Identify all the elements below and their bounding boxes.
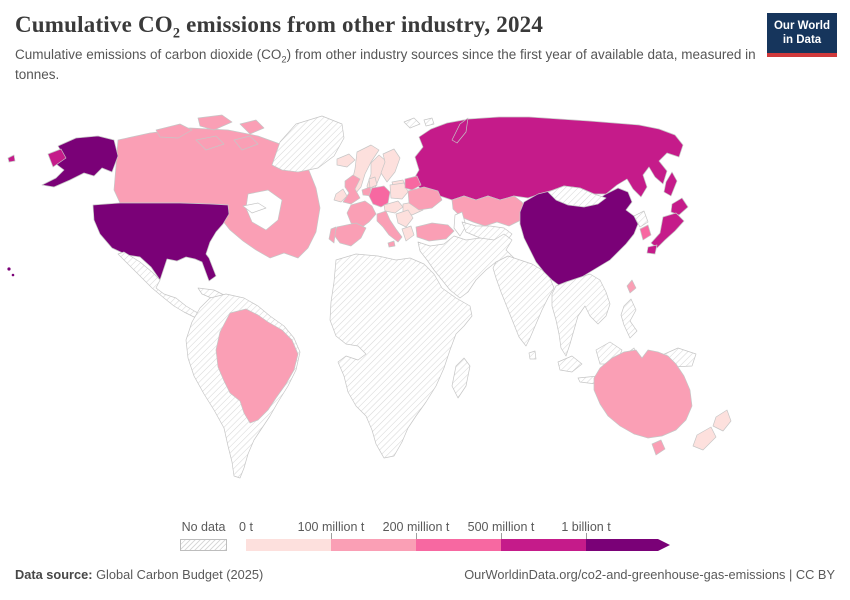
country-japan-hokkaido[interactable] (670, 197, 689, 216)
country-italy-sicily[interactable] (387, 240, 396, 248)
chart-subtitle: Cumulative emissions of carbon dioxide (… (15, 47, 756, 83)
country-greenland[interactable] (271, 115, 345, 173)
country-russia-sakhalin[interactable] (663, 171, 678, 197)
country-north-korea[interactable] (633, 210, 649, 228)
owid-link[interactable]: OurWorldinData.org/co2-and-greenhouse-ga… (464, 567, 835, 582)
country-canada-arctic-3[interactable] (239, 119, 265, 135)
data-source: Data source: Global Carbon Budget (2025) (15, 567, 263, 582)
country-russia-novaya-zemlya[interactable] (451, 117, 469, 144)
legend-bin-3[interactable] (501, 539, 586, 551)
country-portugal[interactable] (328, 226, 337, 244)
legend-tick-label-0: 0 t (239, 520, 253, 534)
country-japan-kyushu[interactable] (646, 244, 658, 255)
hudson-bay (245, 189, 283, 231)
page-title: Cumulative CO2 emissions from other indu… (15, 12, 544, 42)
country-ireland[interactable] (333, 188, 348, 203)
country-united-kingdom[interactable] (342, 174, 361, 205)
region-czech-austria[interactable] (383, 200, 404, 214)
country-spain[interactable] (333, 222, 367, 247)
country-south-korea[interactable] (639, 224, 652, 241)
country-philippines[interactable] (620, 298, 638, 339)
country-ukraine[interactable] (407, 186, 443, 211)
country-madagascar[interactable] (451, 357, 471, 399)
country-denmark[interactable] (368, 176, 378, 189)
legend-no-data-label: No data (181, 520, 226, 534)
legend-color-bar (246, 539, 670, 551)
owid-logo-line1: Our World (773, 20, 830, 32)
country-greece[interactable] (401, 225, 415, 242)
country-turkey[interactable] (415, 222, 455, 242)
region-southeast-asia[interactable] (551, 273, 611, 357)
legend-tick-label-1: 100 million t (297, 520, 365, 534)
legend-tick-label-3: 500 million t (467, 520, 535, 534)
island-sumatra[interactable] (557, 355, 583, 373)
country-canada-arctic-1[interactable] (155, 123, 193, 139)
country-canada-arctic-2[interactable] (197, 114, 233, 131)
legend-tick (331, 533, 332, 539)
legend-tick-label-2: 200 million t (382, 520, 450, 534)
country-finland[interactable] (380, 148, 401, 183)
legend-tick-label-4: 1 billion t (561, 520, 611, 534)
country-iceland[interactable] (336, 153, 356, 168)
region-africa[interactable] (329, 253, 473, 459)
country-taiwan[interactable] (626, 279, 637, 294)
owid-logo[interactable]: Our World in Data (767, 13, 837, 57)
country-usa[interactable] (92, 202, 230, 282)
country-sri-lanka[interactable] (528, 350, 537, 360)
world-map (0, 110, 850, 510)
country-russia-chukotka[interactable] (47, 148, 67, 168)
region-balkans[interactable] (395, 209, 414, 228)
chart-footer: Data source: Global Carbon Budget (2025)… (15, 567, 835, 582)
country-usa-hawaii-2[interactable] (11, 273, 15, 277)
country-japan-honshu[interactable] (650, 212, 685, 249)
data-source-value[interactable]: Global Carbon Budget (2025) (92, 567, 264, 582)
country-italy[interactable] (376, 210, 403, 243)
caspian-sea (453, 211, 467, 237)
legend-tick (501, 533, 502, 539)
country-australia-tasmania[interactable] (651, 439, 666, 456)
legend-bin-0[interactable] (246, 539, 331, 551)
country-russia[interactable] (411, 116, 684, 201)
country-australia[interactable] (593, 349, 693, 439)
country-canada-arctic-5[interactable] (233, 135, 259, 151)
country-brazil[interactable] (215, 308, 299, 424)
owid-logo-line2: in Data (782, 34, 822, 47)
country-russia-chukotka-2[interactable] (7, 154, 16, 163)
country-france[interactable] (346, 200, 377, 229)
owid-logo-redbar (767, 52, 837, 57)
legend-bin-2[interactable] (416, 539, 501, 551)
legend-bin-4[interactable] (586, 539, 658, 551)
world-map-svg (7, 114, 732, 479)
country-new-zealand-north[interactable] (712, 409, 732, 432)
legend-no-data-swatch[interactable] (180, 539, 227, 551)
country-new-zealand-south[interactable] (692, 426, 717, 451)
data-source-label: Data source: (15, 567, 93, 582)
country-belarus[interactable] (404, 175, 422, 191)
region-svalbard[interactable] (403, 117, 421, 129)
map-legend: No data 0 t 100 million t 200 million t … (180, 520, 720, 554)
legend-tick (416, 533, 417, 539)
country-poland[interactable] (389, 182, 409, 200)
legend-tick (586, 533, 587, 539)
country-india[interactable] (492, 255, 555, 347)
country-mongolia[interactable] (547, 185, 607, 208)
owid-logo-box: Our World in Data (767, 13, 837, 53)
country-canada-arctic-4[interactable] (195, 135, 225, 151)
legend-bin-1[interactable] (331, 539, 416, 551)
great-lakes (242, 202, 267, 214)
chart-header: Cumulative CO2 emissions from other indu… (15, 12, 760, 86)
country-usa-hawaii-1[interactable] (7, 267, 11, 271)
region-svalbard-2[interactable] (423, 117, 435, 127)
legend-arrow (658, 539, 670, 551)
